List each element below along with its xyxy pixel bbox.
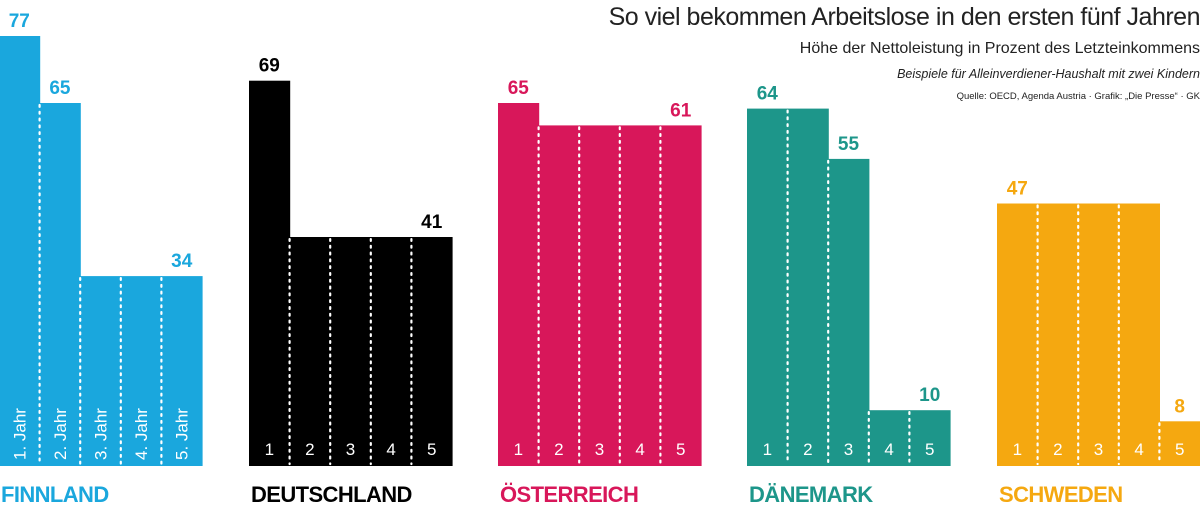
bar-daenemark-2 [787, 108, 829, 466]
bar-daenemark-4 [868, 410, 910, 466]
year-label: 2. Jahr [51, 408, 70, 460]
year-label: 5 [925, 440, 934, 459]
bar-deutschland-5 [411, 237, 453, 466]
year-label: 3 [595, 440, 604, 459]
bar-finnland-1 [0, 36, 41, 466]
bar-schweden-1 [997, 203, 1039, 466]
value-label: 47 [1007, 179, 1028, 200]
chart-source: Quelle: OECD, Agenda Austria · Grafik: „… [956, 91, 1200, 102]
year-label: 5. Jahr [173, 408, 192, 460]
value-label: 34 [171, 251, 193, 272]
bar-schweden-4 [1118, 203, 1160, 466]
year-label: 2 [1053, 440, 1062, 459]
country-label-finnland: FINNLAND [1, 482, 109, 507]
year-label: 2 [305, 440, 314, 459]
value-label: 65 [508, 78, 530, 99]
bar-finnland-5 [161, 276, 203, 466]
year-label: 4 [1134, 440, 1143, 459]
bar-finnland-2 [39, 103, 81, 466]
bar-deutschland-1 [249, 80, 291, 466]
value-label: 41 [421, 212, 443, 233]
chart-header: So viel bekommen Arbeitslose in den erst… [440, 0, 1200, 102]
value-label: 64 [757, 84, 779, 105]
bar-schweden-2 [1037, 203, 1079, 466]
year-label: 1 [763, 440, 772, 459]
chart-note: Beispiele für Alleinverdiener-Haushalt m… [897, 67, 1200, 81]
year-label: 5 [676, 440, 685, 459]
year-label: 4 [884, 440, 893, 459]
year-label: 3. Jahr [92, 408, 111, 460]
country-label-daenemark: DÄNEMARK [749, 482, 873, 507]
bar-finnland-4 [120, 276, 162, 466]
bar-schweden-3 [1078, 203, 1120, 466]
value-label: 61 [670, 100, 692, 121]
year-label: 1 [514, 440, 523, 459]
value-label: 69 [259, 56, 280, 77]
year-label: 3 [844, 440, 853, 459]
year-label: 3 [1094, 440, 1103, 459]
bar-daenemark-3 [828, 158, 870, 466]
bar-oesterreich-2 [538, 125, 580, 467]
bar-finnland-3 [80, 276, 122, 466]
bar-deutschland-4 [370, 237, 412, 466]
bar-schweden-5 [1159, 421, 1200, 466]
year-label: 2 [554, 440, 563, 459]
value-label: 10 [919, 385, 940, 406]
year-label: 4 [386, 440, 395, 459]
year-label: 1. Jahr [10, 408, 29, 460]
year-label: 4 [635, 440, 644, 459]
panel-deutschland: 1 2 3 4 5 69 41 DEUTSCHLAND [249, 56, 453, 507]
value-label: 77 [9, 11, 30, 32]
value-label: 55 [838, 134, 860, 155]
panel-oesterreich: 1 2 3 4 5 65 61 ÖSTERREICH [498, 78, 702, 507]
bar-deutschland-3 [330, 237, 372, 466]
country-label-schweden: SCHWEDEN [999, 482, 1123, 507]
bar-deutschland-2 [289, 237, 331, 466]
bar-oesterreich-4 [619, 125, 661, 467]
year-label: 5 [1175, 440, 1184, 459]
bar-daenemark-1 [747, 108, 789, 466]
bar-oesterreich-5 [660, 125, 702, 467]
year-label: 5 [427, 440, 436, 459]
chart-title: So viel bekommen Arbeitslose in den erst… [608, 3, 1200, 31]
panel-schweden: 1 2 3 4 5 47 8 SCHWEDEN [997, 179, 1200, 507]
chart-subtitle: Höhe der Nettoleistung in Prozent des Le… [799, 40, 1200, 57]
panel-finnland: 1. Jahr 2. Jahr 3. Jahr 4. Jahr 5. Jahr 77 65 3… [0, 11, 203, 507]
year-label: 1 [265, 440, 274, 459]
value-label: 65 [49, 78, 71, 99]
bar-oesterreich-3 [579, 125, 621, 467]
year-label: 2 [803, 440, 812, 459]
bar-oesterreich-1 [498, 103, 540, 466]
country-label-deutschland: DEUTSCHLAND [251, 482, 412, 507]
country-label-oesterreich: ÖSTERREICH [500, 482, 638, 507]
value-label: 8 [1174, 396, 1185, 417]
year-label: 1 [1013, 440, 1022, 459]
panel-daenemark: 1 2 3 4 5 64 55 10 DÄNEMARK [747, 84, 951, 507]
year-label: 4. Jahr [132, 408, 151, 460]
bar-daenemark-5 [909, 410, 951, 466]
year-label: 3 [346, 440, 355, 459]
